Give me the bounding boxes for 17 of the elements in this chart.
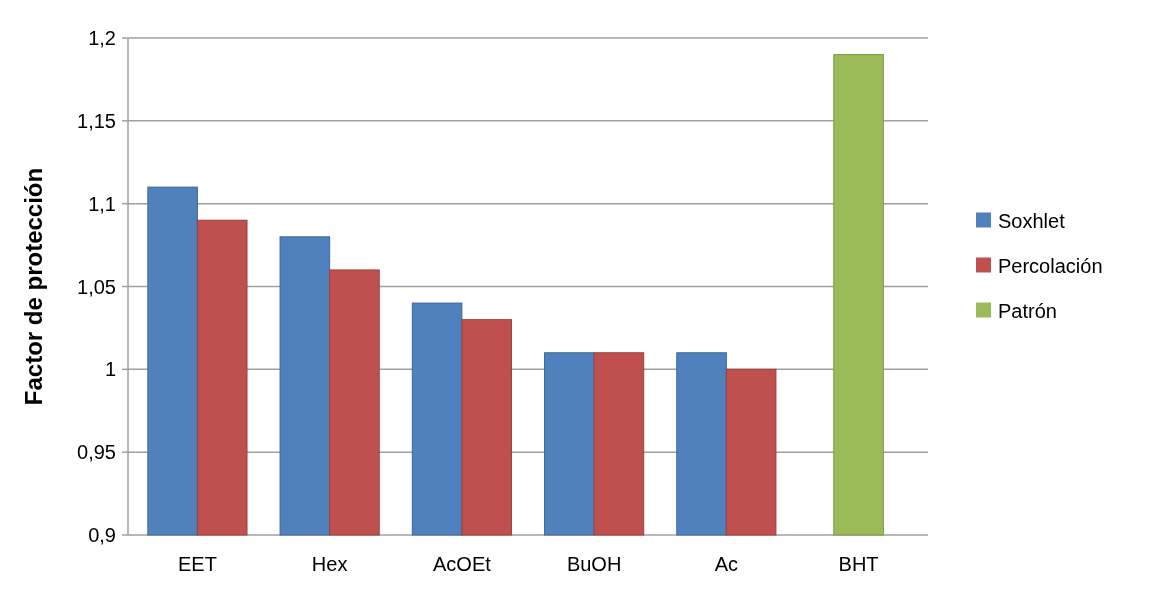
y-tick-label: 0,95 <box>77 441 116 464</box>
x-tick-label: AcOEt <box>432 553 492 575</box>
y-tick-label: 1 <box>104 358 116 381</box>
legend-label: Percolación <box>998 254 1103 277</box>
x-tick-label: Hex <box>311 553 348 575</box>
y-tick-label: 1,2 <box>88 27 116 49</box>
x-tick-label: BHT <box>838 553 879 575</box>
y-tick-label: 1,1 <box>88 192 116 215</box>
legend-label: Patrón <box>998 299 1057 322</box>
x-tick-label: Ac <box>714 553 739 575</box>
y-tick-label: 0,9 <box>88 524 116 546</box>
legend-label: Soxhlet <box>998 209 1066 232</box>
y-tick-label: 1,05 <box>77 275 116 298</box>
y-axis-title: Factor de protección <box>20 167 47 406</box>
x-tick-label: BuOH <box>566 553 622 575</box>
y-tick-label: 1,15 <box>77 109 116 132</box>
x-tick-label: EET <box>177 553 217 575</box>
